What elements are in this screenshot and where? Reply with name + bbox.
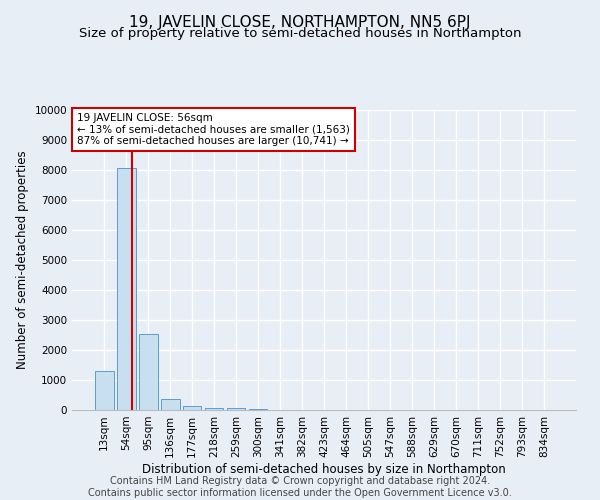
Bar: [249, 408, 268, 410]
Text: 19, JAVELIN CLOSE, NORTHAMPTON, NN5 6PJ: 19, JAVELIN CLOSE, NORTHAMPTON, NN5 6PJ: [129, 15, 471, 30]
Bar: [117, 168, 136, 410]
Bar: [161, 399, 179, 410]
Bar: [205, 408, 223, 410]
Bar: [95, 370, 113, 410]
X-axis label: Distribution of semi-detached houses by size in Northampton: Distribution of semi-detached houses by …: [142, 462, 506, 475]
Bar: [139, 334, 158, 410]
Bar: [227, 408, 245, 410]
Y-axis label: Number of semi-detached properties: Number of semi-detached properties: [16, 150, 29, 370]
Text: Size of property relative to semi-detached houses in Northampton: Size of property relative to semi-detach…: [79, 28, 521, 40]
Text: 19 JAVELIN CLOSE: 56sqm
← 13% of semi-detached houses are smaller (1,563)
87% of: 19 JAVELIN CLOSE: 56sqm ← 13% of semi-de…: [77, 113, 350, 146]
Text: Contains HM Land Registry data © Crown copyright and database right 2024.
Contai: Contains HM Land Registry data © Crown c…: [88, 476, 512, 498]
Bar: [183, 406, 202, 410]
